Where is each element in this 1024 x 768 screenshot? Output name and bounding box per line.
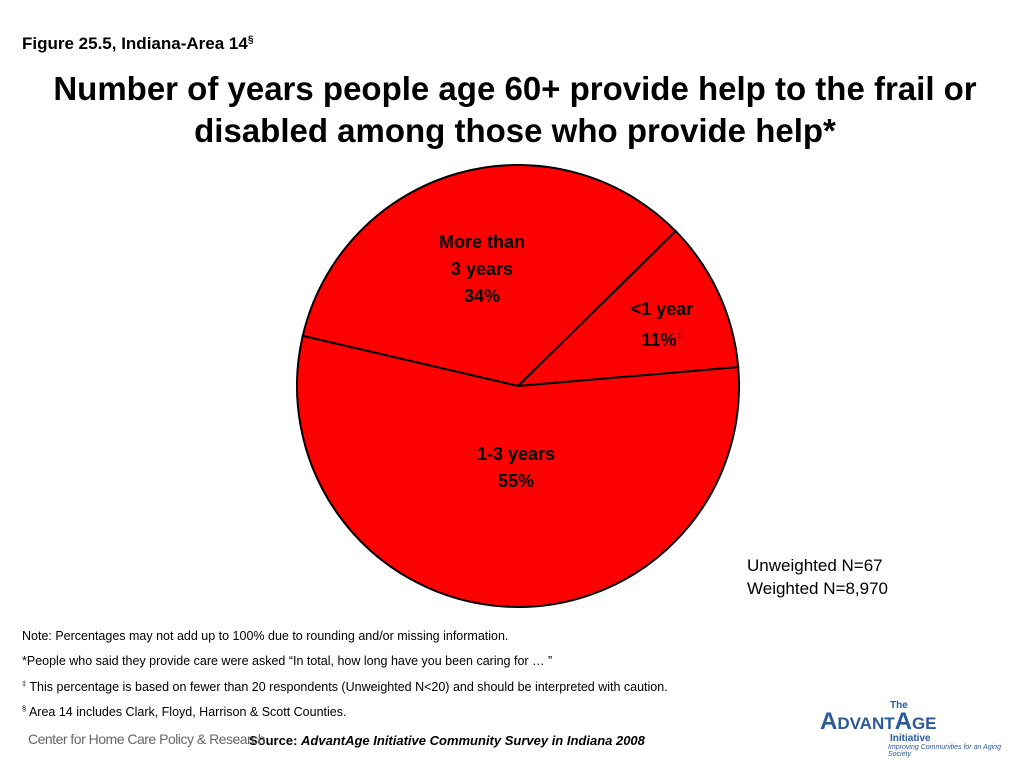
category-label: 1-3 years: [476, 444, 556, 464]
slice-label: <1 year 11%‡: [607, 296, 717, 354]
source: Source: AdvantAge Initiative Community S…: [249, 733, 645, 748]
value-mark: ‡: [676, 330, 683, 342]
source-text: AdvantAge Initiative Community Survey in…: [301, 733, 645, 748]
value-label: 34%: [432, 283, 532, 310]
logo-name: AdvantAge: [820, 708, 937, 735]
category-label: More than 3 years: [438, 232, 525, 279]
value-text: 55%: [497, 471, 535, 491]
logo-sub: Initiative: [890, 733, 931, 744]
chart-title: Number of years people age 60+ provide h…: [53, 70, 977, 149]
logo-right: The AdvantAge Initiative Improving Commu…: [820, 700, 1024, 758]
logo-tagline: Improving Communities for an Aging Socie…: [888, 744, 1001, 758]
value-label: 55%: [456, 468, 576, 495]
category-label: <1 year: [630, 299, 694, 319]
sample-size: Weighted N=8,970: [747, 579, 888, 598]
figure-label: Figure 25.5, Indiana-Area 14§: [22, 34, 253, 54]
footnote-text: Note: Percentages may not add up to 100%…: [22, 629, 509, 643]
source-label: Source:: [249, 733, 298, 748]
value-text: 34%: [463, 286, 501, 306]
logo-small: The: [890, 700, 908, 711]
footnote-mark: §: [22, 704, 27, 713]
value-text: 11%: [641, 330, 677, 350]
footnote: Note: Percentages may not add up to 100%…: [22, 629, 508, 643]
footnote-text: Area 14 includes Clark, Floyd, Harrison …: [28, 705, 347, 720]
pie-slice: [296, 334, 740, 608]
slice-label: 1-3 years 55%: [456, 441, 576, 495]
pie-slice: [515, 229, 740, 388]
footnote: *People who said they provide care were …: [22, 654, 552, 668]
footnote: ‡ This percentage is based on fewer than…: [22, 679, 668, 694]
slice-label: More than 3 years 34%: [432, 229, 532, 310]
logo-left: Center for Home Care Policy & Research: [28, 731, 266, 747]
figure-mark: §: [247, 34, 254, 46]
sample-size: Unweighted N=67: [747, 556, 883, 575]
footnote: § Area 14 includes Clark, Floyd, Harriso…: [22, 704, 346, 719]
footnote-text: This percentage is based on fewer than 2…: [29, 680, 668, 695]
pie-slice: [301, 164, 678, 388]
footnote-text: *People who said they provide care were …: [22, 654, 553, 668]
value-label: 11%‡: [607, 323, 717, 354]
footnote-mark: ‡: [22, 679, 27, 688]
figure-text: Figure 25.5, Indiana-Area 14: [22, 34, 248, 53]
